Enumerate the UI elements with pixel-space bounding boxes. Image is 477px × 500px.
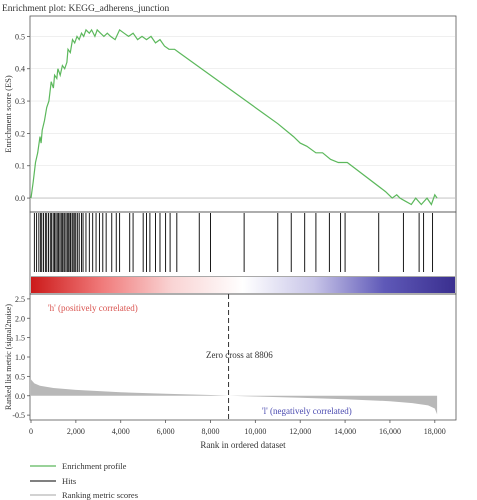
es-y-tick-label: 0.5: [15, 32, 25, 41]
metric-y-tick-label: 2.5: [15, 295, 25, 304]
x-tick-label: 4,000: [112, 427, 130, 436]
x-tick-label: 6,000: [157, 427, 175, 436]
enrichment-profile-line: [30, 28, 438, 206]
es-y-axis-label: Enrichment score (ES): [3, 75, 13, 153]
es-gridlines: [31, 36, 455, 199]
ranking-metric-area: [31, 379, 438, 415]
legend-label-enrichment-profile: Enrichment profile: [62, 461, 127, 471]
x-tick-label: 14,000: [334, 427, 356, 436]
es-y-tick-label: 0.2: [15, 129, 25, 138]
zero-cross-label: Zero cross at 8806: [206, 350, 273, 360]
chart-title: Enrichment plot: KEGG_adherens_junction: [2, 4, 170, 14]
positively-correlated-label: 'h' (positively correlated): [48, 303, 138, 313]
es-y-tick-label: 0.1: [15, 162, 25, 171]
x-axis: 0 2,000 4,000 6,000 8,000 10,000 12,000 14,000 1…: [29, 420, 446, 436]
es-y-tick-label: 0.3: [15, 97, 25, 106]
metric-y-tick-label: 2.0: [15, 314, 25, 323]
x-tick-label: 8,000: [201, 427, 219, 436]
legend: Enrichment profile Hits Ranking metric s…: [30, 461, 138, 500]
legend-label-hits: Hits: [62, 476, 76, 486]
metric-y-axis-label: Ranked list metric (signal2noise): [4, 304, 13, 410]
x-tick-label: 16,000: [379, 427, 401, 436]
x-tick-label: 10,000: [244, 427, 266, 436]
metric-y-tick-label: 0.5: [15, 372, 25, 381]
x-tick-label: 0: [29, 427, 33, 436]
es-y-tick-label: 0.4: [15, 65, 25, 74]
es-y-axis: 0.0 0.1 0.2 0.3 0.4 0.5: [15, 32, 30, 203]
x-tick-label: 2,000: [67, 427, 85, 436]
es-panel-frame: [29, 15, 457, 213]
x-tick-label: 18,000: [424, 427, 446, 436]
negatively-correlated-label: 'l' (negatively correlated): [262, 406, 352, 416]
es-y-tick-label: 0.0: [15, 194, 25, 203]
metric-y-tick-label: -0.5: [12, 411, 25, 420]
hit-lines: [31, 213, 455, 277]
x-tick-label: 12,000: [289, 427, 311, 436]
ranked-gradient-bar: [31, 277, 455, 293]
metric-y-tick-label: 1.5: [15, 334, 25, 343]
metric-y-axis: -0.5 0.0 0.5 1.0 1.5 2.0 2.5: [12, 295, 30, 420]
metric-y-tick-label: 1.0: [15, 353, 25, 362]
metric-y-tick-label: 0.0: [15, 392, 25, 401]
x-axis-label: Rank in ordered dataset: [200, 440, 286, 450]
legend-label-ranking-metric-scores: Ranking metric scores: [62, 490, 138, 500]
